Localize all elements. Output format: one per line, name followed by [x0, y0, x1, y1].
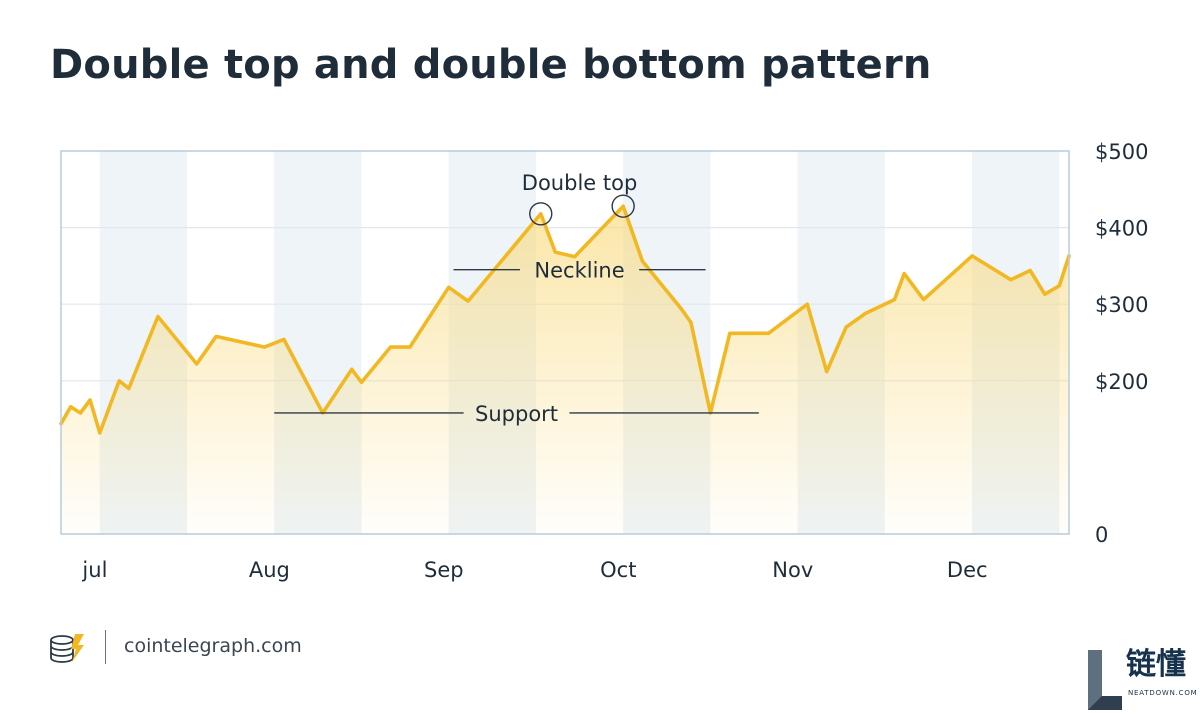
cointelegraph-logo-icon	[50, 634, 84, 663]
x-tick-label: Sep	[424, 558, 464, 582]
x-tick-label: jul	[81, 558, 107, 582]
chart-title: Double top and double bottom pattern	[50, 42, 932, 88]
price-line	[59, 204, 1071, 435]
peak-marker-circle	[611, 194, 635, 218]
annotations: Double top Neckline Support	[274, 171, 759, 426]
y-tick-label: 0	[1095, 523, 1108, 547]
y-tick-label: $300	[1095, 293, 1148, 317]
x-tick-label: Oct	[600, 558, 636, 582]
neckline-label: Neckline	[534, 259, 624, 283]
watermark-english-text: NEATDOWN.COM	[1128, 689, 1198, 697]
x-tick-label: Dec	[947, 558, 988, 582]
plot-border	[60, 150, 1070, 535]
y-tick-label: $200	[1095, 370, 1148, 394]
x-tick-label: Nov	[772, 558, 813, 582]
watermark-chinese-text: 链懂	[1126, 647, 1186, 682]
price-series-line	[59, 204, 1071, 435]
double-top-label: Double top	[522, 171, 638, 195]
y-tick-label: $500	[1095, 140, 1148, 164]
peak-marker-circle	[529, 202, 553, 226]
price-area	[61, 206, 1069, 534]
source-text: cointelegraph.com	[124, 635, 302, 657]
x-axis-ticks: jul Aug Sep Oct Nov Dec	[81, 558, 987, 582]
x-tick-label: Aug	[249, 558, 290, 582]
footer-divider	[105, 630, 106, 664]
support-label: Support	[475, 402, 558, 426]
neatdown-watermark-logo	[1088, 650, 1122, 710]
area-fill	[61, 206, 1069, 534]
y-tick-label: $400	[1095, 217, 1148, 241]
y-axis-ticks: 0 $200 $300 $400 $500	[1095, 140, 1148, 547]
plot-frame	[60, 150, 1070, 535]
